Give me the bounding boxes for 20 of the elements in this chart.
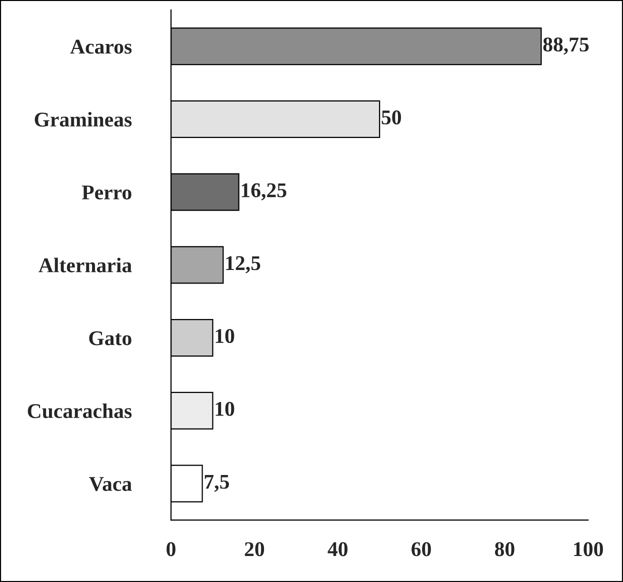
data-label: 16,25	[242, 183, 286, 200]
y-tick-label: Alternaria	[38, 258, 132, 272]
data-label: 12,5	[226, 256, 260, 274]
y-tick-label: Cucarachas	[28, 403, 132, 418]
data-label: 10	[216, 328, 234, 344]
y-tick-label: Acaros	[70, 40, 132, 54]
data-label: 7,5	[204, 474, 229, 492]
x-tick-label: 0	[166, 542, 176, 556]
x-tick-label: 60	[412, 542, 431, 556]
y-tick-label: Gramineas	[34, 112, 132, 127]
x-tick-label: 80	[494, 542, 514, 556]
data-label: 50	[382, 110, 401, 124]
y-tick-label: Vaca	[89, 477, 132, 492]
x-tick-label: 100	[574, 542, 603, 556]
y-tick-label: Gato	[89, 331, 132, 346]
data-label: 10	[216, 402, 234, 416]
x-tick-label: 20	[244, 542, 264, 556]
data-label: 88,75	[543, 37, 589, 55]
y-tick-label: Perro	[82, 186, 132, 200]
x-tick-label: 40	[328, 542, 348, 556]
